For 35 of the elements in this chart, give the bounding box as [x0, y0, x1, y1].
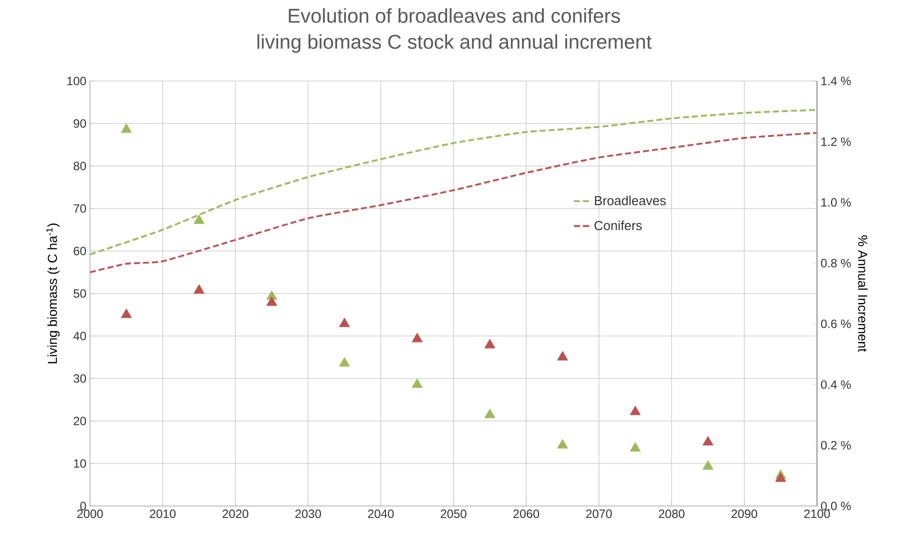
y2-tick-label: 0.6 % — [821, 320, 851, 328]
y-tick-label: 90 — [74, 119, 86, 128]
y-tick-label: 0 — [80, 502, 86, 510]
x-tick-label: 2070 — [586, 510, 612, 518]
x-tick-label: 2020 — [222, 510, 248, 518]
y-tick-label: 60 — [74, 246, 86, 256]
y2-tick-label: 1.0 % — [821, 198, 851, 207]
y-tick-label: 100 — [67, 76, 86, 86]
y-tick-label: 50 — [74, 289, 86, 298]
x-tick-label: 2090 — [732, 510, 758, 518]
x-tick-label: 2040 — [368, 510, 394, 518]
x-tick-label: 2030 — [295, 510, 321, 518]
chart-title: Evolution of broadleaves and conifers living biomass C stock and annual increment — [257, 8, 652, 53]
legend-label: Broadleaves — [594, 196, 666, 206]
y2-tick-label: 0.8 % — [821, 258, 851, 268]
y-tick-label: 80 — [74, 162, 86, 170]
y2-tick-label: 0.0 % — [821, 502, 851, 510]
y-axis-title: Living biomass (t C ha$^{-1}$) — [46, 224, 60, 364]
x-tick-label: 2060 — [513, 510, 540, 518]
x-tick-label: 2010 — [150, 510, 176, 518]
x-tick-label: 2080 — [658, 510, 684, 518]
legend-label: Conifers — [594, 220, 642, 230]
x-tick-label: 2000 — [77, 510, 103, 518]
y2-axis-title: % Annual Increment — [858, 235, 868, 352]
y-tick-label: 20 — [74, 416, 86, 426]
x-tick-label: 2050 — [440, 510, 466, 518]
y2-tick-label: 0.2 % — [821, 441, 851, 450]
y2-tick-label: 0.4 % — [821, 380, 851, 389]
y-tick-label: 70 — [74, 204, 86, 213]
x-tick-label: 2100 — [804, 510, 830, 518]
y2-tick-label: 1.2 % — [821, 137, 851, 146]
y2-tick-label: 1.4 % — [821, 76, 851, 86]
y-tick-label: 10 — [74, 459, 86, 468]
y-tick-label: 30 — [74, 374, 86, 383]
y-tick-label: 40 — [73, 332, 86, 340]
